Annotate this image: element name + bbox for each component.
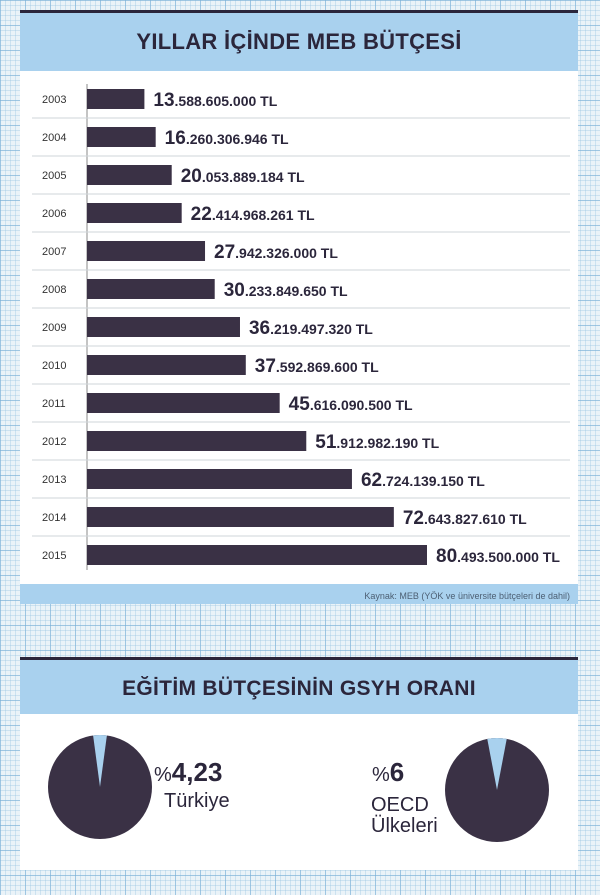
budget-bar — [87, 203, 182, 223]
oecd-label-line2: Ülkeleri — [371, 815, 438, 837]
budget-bar — [87, 355, 246, 375]
year-label: 2010 — [42, 360, 66, 372]
budget-bar — [87, 545, 427, 565]
value-label: 72.643.827.610 TL — [403, 508, 527, 529]
value-label: 30.233.849.650 TL — [224, 280, 348, 301]
oecd-percent-value: 6 — [389, 757, 405, 787]
oecd-pie — [445, 737, 549, 842]
gsyh-title: EĞİTİM BÜTÇESİNİN GSYH ORANI — [20, 657, 578, 714]
year-label: 2013 — [42, 474, 66, 486]
turkey-pie — [48, 735, 152, 839]
budget-footer: Kaynak: MEB (YÖK ve üniversite bütçeleri… — [20, 584, 578, 604]
oecd-value: %6 — [372, 757, 404, 788]
year-label: 2004 — [42, 132, 66, 144]
budget-bar-chart: 2003 13.588.605.000 TL 2004 16.260.306.946 … — [32, 84, 570, 570]
value-label: 51.912.982.190 TL — [315, 432, 439, 453]
oecd-label: OECD Ülkeleri — [371, 795, 438, 837]
budget-bar — [87, 507, 394, 527]
source-note: Kaynak: MEB (YÖK ve üniversite bütçeleri… — [364, 591, 570, 601]
value-label: 37.592.869.600 TL — [255, 356, 379, 377]
value-label: 62.724.139.150 TL — [361, 470, 485, 491]
oecd-pie-share — [487, 737, 507, 790]
oecd-label-line1: OECD — [371, 794, 429, 816]
year-label: 2014 — [42, 512, 66, 524]
budget-bar — [87, 241, 206, 261]
year-label: 2006 — [42, 208, 66, 220]
year-label: 2007 — [42, 246, 66, 258]
value-label: 16.260.306.946 TL — [165, 128, 289, 149]
oecd-percent-sign: % — [372, 764, 390, 786]
turkey-pie-share — [93, 735, 107, 787]
year-label: 2003 — [42, 94, 66, 106]
budget-bar — [87, 431, 307, 451]
value-label: 27.942.326.000 TL — [214, 242, 338, 263]
budget-bar — [87, 165, 172, 185]
budget-bar — [87, 393, 280, 413]
year-label: 2005 — [42, 170, 66, 182]
turkey-percent-sign: % — [154, 764, 172, 786]
budget-bar — [87, 127, 156, 147]
budget-title: YILLAR İÇİNDE MEB BÜTÇESİ — [20, 10, 578, 71]
value-label: 13.588.605.000 TL — [153, 90, 277, 111]
year-label: 2009 — [42, 322, 66, 334]
value-label: 22.414.968.261 TL — [191, 204, 315, 225]
year-label: 2008 — [42, 284, 66, 296]
budget-bar — [87, 279, 215, 299]
year-label: 2012 — [42, 436, 66, 448]
turkey-value: %4,23 — [154, 757, 222, 788]
budget-bar — [87, 89, 145, 109]
budget-bar — [87, 469, 352, 489]
turkey-label: Türkiye — [164, 790, 230, 812]
gsyh-panel: EĞİTİM BÜTÇESİNİN GSYH ORANI %4,23 Türki… — [20, 657, 578, 870]
value-label: 45.616.090.500 TL — [289, 394, 413, 415]
budget-panel: YILLAR İÇİNDE MEB BÜTÇESİ 2003 13.588.605… — [20, 10, 578, 604]
turkey-percent-value: 4,23 — [171, 757, 223, 787]
year-label: 2011 — [42, 398, 66, 410]
value-label: 36.219.497.320 TL — [249, 318, 373, 339]
value-label: 20.053.889.184 TL — [181, 166, 305, 187]
budget-bar — [87, 317, 240, 337]
year-label: 2015 — [42, 550, 66, 562]
value-label: 80.493.500.000 TL — [436, 546, 560, 567]
